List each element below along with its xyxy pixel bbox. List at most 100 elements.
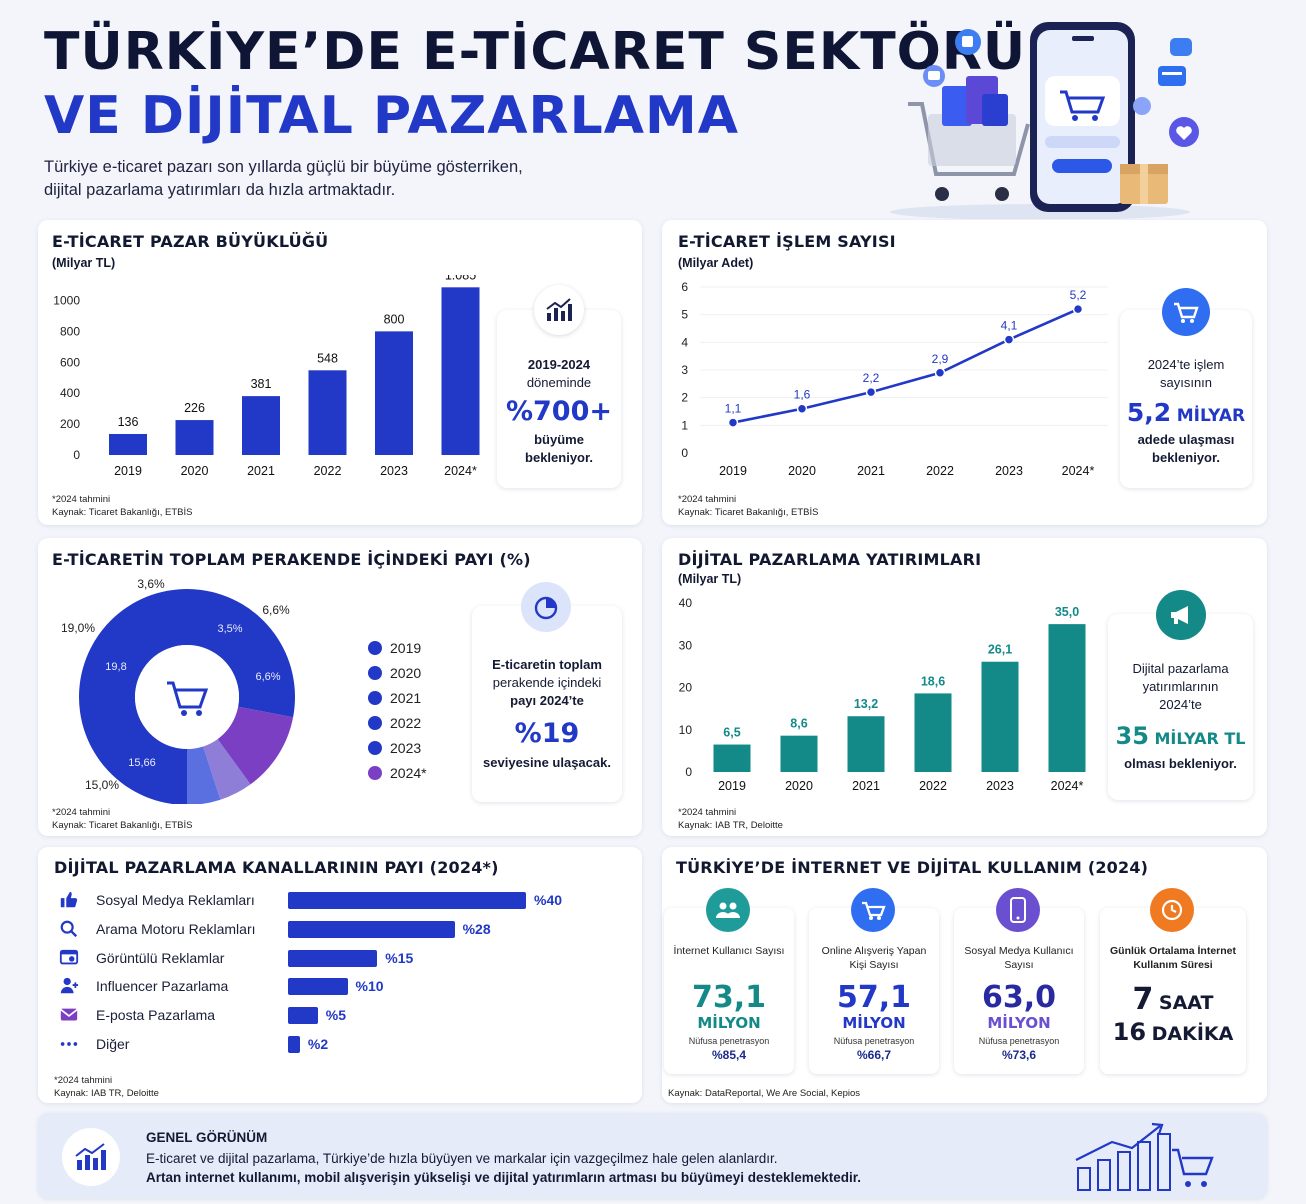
channel-row: Diğer xyxy=(58,1033,129,1055)
data-label: 18,6 xyxy=(921,674,945,688)
legend-item: 2020 xyxy=(368,665,421,681)
transactions-chart: 0 1 2 3 4 5 6 1,1 2019 1,6 2020 2,2 2021 2,9 2022 4,1 20… xyxy=(681,280,1108,478)
growth-callout: 2019-2024 döneminde %700+ büyüme bekleni… xyxy=(497,310,621,488)
slice-inner-label: 15,66 xyxy=(128,757,156,769)
tx-line2: sayısının xyxy=(1159,375,1213,390)
stat-label: Online Alışveriş Yapan Kişi Sayısı xyxy=(821,945,927,971)
floating-chat-icon xyxy=(1170,38,1192,56)
channel-label: Görüntülü Reklamlar xyxy=(96,949,225,966)
summary-line2: Artan internet kullanımı, mobil alışveri… xyxy=(146,1170,862,1185)
series-line xyxy=(732,307,1079,424)
note-estimate: *2024 tahmini xyxy=(52,494,111,505)
transactions-unit: (Milyar Adet) xyxy=(678,256,754,270)
x-tick-label: 2024* xyxy=(1062,464,1095,478)
phone-icon xyxy=(996,888,1040,932)
display-icon xyxy=(58,948,80,968)
y-tick-label: 0 xyxy=(73,448,80,462)
pie-chart-icon xyxy=(521,582,571,632)
channel-bar xyxy=(288,1036,300,1053)
legend-label: 2023 xyxy=(390,740,422,756)
x-tick-label: 2019 xyxy=(719,464,747,478)
legend-swatch xyxy=(368,641,382,655)
channels-note: *2024 tahmini Kaynak: IAB TR, Deloitte xyxy=(54,1074,159,1100)
data-label: 26,1 xyxy=(988,643,1012,657)
legend-item: 2019 xyxy=(368,640,421,656)
data-label: 800 xyxy=(384,312,405,326)
channel-value: %15 xyxy=(385,949,414,966)
note-source: Kaynak: Ticaret Bakanlığı, ETBİS xyxy=(678,507,819,518)
data-label: 381 xyxy=(251,377,272,391)
inv-line2: yatırımlarının xyxy=(1142,679,1219,694)
y-tick-label: 800 xyxy=(60,324,80,338)
growth-line2: döneminde xyxy=(526,375,592,390)
y-tick-label: 20 xyxy=(679,681,693,695)
bar xyxy=(308,370,347,455)
stat-social-media-users: Sosyal Medya Kullanıcı Sayısı 63,0 MİLYO… xyxy=(954,888,1084,1074)
x-tick-label: 2019 xyxy=(718,779,746,793)
note-estimate: *2024 tahmini xyxy=(678,494,737,505)
legend-label: 2021 xyxy=(390,690,422,706)
bar xyxy=(175,420,214,455)
marketing-investment-chart: 0 10 20 30 40 6,5 2019 8,6 2020 13,2 2021 18,6 2022 2… xyxy=(679,596,1086,793)
channel-row: E-posta Pazarlama xyxy=(58,1004,215,1026)
data-label: 548 xyxy=(317,351,338,365)
y-tick-label: 30 xyxy=(679,638,693,652)
stat-minutes-unit: DAKİKA xyxy=(1151,1023,1234,1045)
y-tick-label: 10 xyxy=(679,723,693,737)
channel-value: %2 xyxy=(307,1036,329,1052)
more-icon xyxy=(58,1034,80,1054)
stat-hours-unit: SAAT xyxy=(1158,992,1214,1014)
y-tick-label: 0 xyxy=(685,765,692,779)
cart-icon xyxy=(851,888,895,932)
bar xyxy=(914,693,952,772)
legend-label: 2024* xyxy=(390,765,427,781)
x-tick-label: 2022 xyxy=(926,464,954,478)
note-estimate: *2024 tahmini xyxy=(54,1075,113,1086)
legend-swatch xyxy=(368,716,382,730)
x-tick-label: 2022 xyxy=(919,779,947,793)
stat-internet-users: İnternet Kullanıcı Sayısı 73,1 MİLYON Nü… xyxy=(664,888,794,1074)
stat-value: 63,0 xyxy=(981,980,1057,1015)
data-point xyxy=(1072,303,1084,315)
channel-bar xyxy=(288,1007,318,1025)
y-tick-label: 600 xyxy=(60,355,80,369)
retail-share-note: *2024 tahmini Kaynak: Ticaret Bakanlığı,… xyxy=(52,806,192,832)
x-tick-label: 2020 xyxy=(788,464,816,478)
retail-share-title: E-TİCARETİN TOPLAM PERAKENDE İÇİNDEKİ PA… xyxy=(52,550,531,569)
x-tick-label: 2019 xyxy=(114,464,142,478)
tx-line1: 2024’te işlem xyxy=(1147,357,1225,372)
inv-line3: 2024’te xyxy=(1159,697,1202,712)
mail-icon xyxy=(58,1005,80,1025)
inv-line4: olması bekleniyor. xyxy=(1124,756,1237,771)
channel-value: %5 xyxy=(325,1007,346,1024)
marketing-investment-unit: (Milyar TL) xyxy=(678,572,742,586)
channel-label: Arama Motoru Reklamları xyxy=(96,920,256,937)
data-label: 5,2 xyxy=(1070,288,1087,302)
transactions-title: E-TİCARET İŞLEM SAYISI xyxy=(678,232,896,251)
y-tick-label: 0 xyxy=(681,446,688,460)
floating-message-icon xyxy=(923,65,945,87)
page-title-line2: VE DİJİTAL PAZARLAMA xyxy=(44,86,739,146)
share-value: %19 xyxy=(514,718,580,749)
stat-minutes: 16 xyxy=(1112,1018,1147,1046)
channel-label: Sosyal Medya Reklamları xyxy=(96,892,255,908)
donut-slice xyxy=(217,706,294,785)
y-tick-label: 4 xyxy=(681,335,688,349)
inv-value: 35 xyxy=(1115,722,1149,750)
bar xyxy=(713,744,751,772)
summary-line1: E-ticaret ve dijital pazarlama, Türkiye’… xyxy=(146,1151,778,1166)
data-point xyxy=(727,417,739,428)
bar xyxy=(375,331,413,455)
slice-inner-label: 6,6% xyxy=(255,671,280,683)
y-tick-label: 5 xyxy=(681,308,688,322)
legend-swatch xyxy=(368,766,382,780)
data-label: 8,6 xyxy=(790,717,807,731)
donut-hole xyxy=(135,645,239,749)
legend-label: 2022 xyxy=(390,715,422,731)
legend-swatch xyxy=(368,741,382,755)
data-label: 1,6 xyxy=(794,388,811,402)
stat-pen-value: %73,6 xyxy=(1001,1048,1037,1062)
stat-pen-label: Nüfusa penetrasyon xyxy=(833,1036,915,1046)
channels-title: DİJİTAL PAZARLAMA KANALLARININ PAYI (202… xyxy=(54,858,499,877)
x-tick-label: 2024* xyxy=(444,464,477,478)
